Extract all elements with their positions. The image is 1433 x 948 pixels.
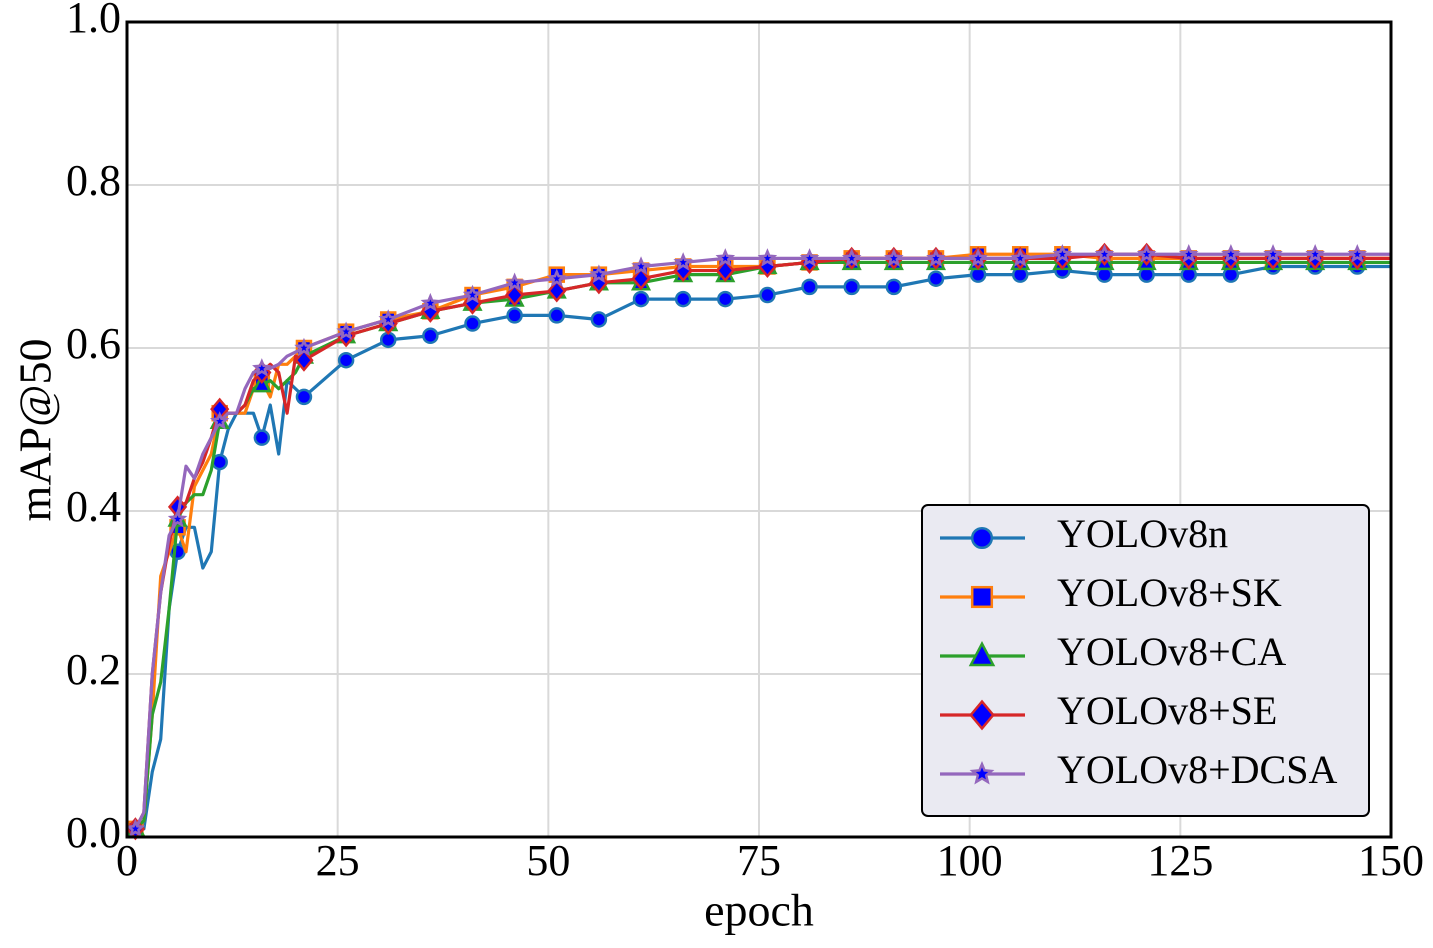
y-tick-label: 0.6 xyxy=(66,319,121,368)
x-tick-label: 75 xyxy=(737,836,781,885)
marker xyxy=(548,307,566,324)
marker xyxy=(799,248,820,267)
marker xyxy=(504,272,525,292)
marker xyxy=(715,259,735,283)
marker xyxy=(504,283,525,307)
marker xyxy=(631,256,651,275)
marker xyxy=(590,311,608,328)
marker xyxy=(970,585,994,609)
marker xyxy=(378,309,398,328)
marker xyxy=(589,264,609,283)
marker xyxy=(631,267,651,291)
marker xyxy=(167,508,188,528)
marker xyxy=(673,252,693,271)
legend-label: YOLOv8+SE xyxy=(1057,688,1277,733)
marker xyxy=(1094,244,1115,263)
marker xyxy=(252,358,272,377)
marker xyxy=(926,248,946,267)
x-axis-label: epoch xyxy=(704,885,814,936)
marker xyxy=(885,278,903,296)
x-tick-label: 50 xyxy=(526,836,570,885)
marker xyxy=(295,388,313,406)
marker xyxy=(464,315,481,332)
marker xyxy=(209,411,230,430)
marker xyxy=(1010,248,1030,267)
marker xyxy=(968,248,988,267)
marker xyxy=(759,286,776,304)
marker xyxy=(843,278,860,296)
marker xyxy=(462,284,483,304)
marker xyxy=(125,818,146,838)
marker xyxy=(757,248,778,267)
x-tick-label: 0 xyxy=(116,836,138,885)
x-tick-label: 25 xyxy=(316,836,360,885)
marker xyxy=(801,278,818,296)
legend-box xyxy=(921,504,1370,817)
x-tick-label: 150 xyxy=(1358,836,1424,885)
y-tick-label: 0.4 xyxy=(66,482,121,531)
marker xyxy=(1347,244,1368,263)
legend-label: YOLOv8+DCSA xyxy=(1057,747,1337,792)
marker xyxy=(422,327,439,345)
y-tick-label: 0.8 xyxy=(66,156,121,205)
y-tick-label: 0.0 xyxy=(66,808,121,857)
marker xyxy=(336,321,356,340)
legend: YOLOv8n YOLOv8+SK YOLOv8+CA YOLOv8+SE YOLOv8… xyxy=(921,504,1370,817)
x-tick-label: 100 xyxy=(937,836,1003,885)
marker xyxy=(841,248,862,267)
y-tick-label: 1.0 xyxy=(66,0,121,42)
marker xyxy=(253,429,271,446)
legend-label: YOLOv8n xyxy=(1057,511,1228,556)
marker xyxy=(674,290,692,308)
marker xyxy=(969,760,995,785)
marker xyxy=(717,290,734,308)
marker xyxy=(420,292,441,312)
marker xyxy=(927,270,945,287)
marker xyxy=(632,290,650,308)
marker xyxy=(547,279,567,303)
marker xyxy=(506,307,523,324)
marker xyxy=(968,640,996,667)
marker xyxy=(969,699,995,731)
marker xyxy=(1179,244,1199,263)
marker xyxy=(547,268,567,288)
marker xyxy=(715,248,736,267)
marker xyxy=(337,351,355,369)
marker xyxy=(1052,244,1073,263)
marker xyxy=(970,526,994,550)
plot-frame xyxy=(125,20,1393,839)
marker xyxy=(294,348,314,372)
legend-label: YOLOv8+CA xyxy=(1057,629,1286,674)
marker xyxy=(884,248,904,267)
x-tick-label: 125 xyxy=(1147,836,1213,885)
y-axis-label: mAP@50 xyxy=(10,339,61,522)
marker xyxy=(1221,244,1241,263)
y-tick-label: 0.2 xyxy=(66,645,121,694)
legend-label: YOLOv8+SK xyxy=(1057,570,1282,615)
marker xyxy=(1136,244,1157,263)
marker xyxy=(673,259,693,283)
marker xyxy=(1263,244,1283,263)
marker xyxy=(294,337,314,357)
marker xyxy=(1305,244,1325,263)
marker xyxy=(420,299,440,323)
